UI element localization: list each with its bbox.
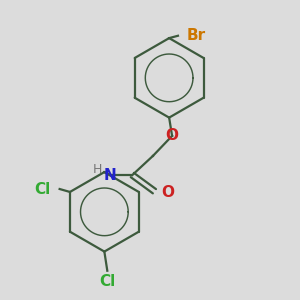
Text: N: N: [104, 167, 117, 182]
Text: H: H: [92, 163, 102, 176]
Text: Br: Br: [187, 28, 206, 43]
Text: O: O: [166, 128, 178, 143]
Text: O: O: [161, 185, 174, 200]
Text: Cl: Cl: [34, 182, 51, 196]
Text: Cl: Cl: [99, 274, 116, 289]
